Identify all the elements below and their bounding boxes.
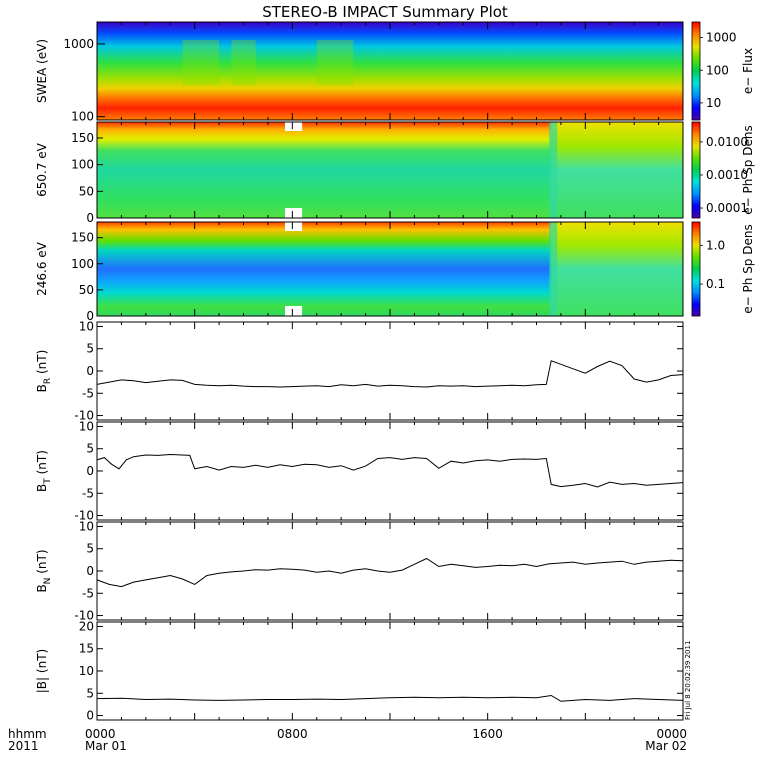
pad650-colorbar-tick-label: 0.0001 — [706, 201, 748, 215]
bt-y-tick-label: -5 — [82, 486, 94, 500]
bmag-y-tick-label: 15 — [79, 642, 94, 656]
swea-colorbar-tick-label: 1000 — [706, 31, 737, 45]
br-y-tick-label: 10 — [79, 319, 94, 333]
br-frame — [96, 321, 684, 421]
pad650-colorbar-tick-label: 0.0100 — [706, 135, 748, 149]
pad246-transition-band — [549, 222, 558, 316]
bt-trace — [96, 453, 684, 488]
bn-y-tick-label: 0 — [86, 564, 94, 578]
br-y-tick-label: 0 — [86, 364, 94, 378]
timestamp-label: Fri Jul 8 20:02:39 2011 — [684, 641, 692, 720]
bmag-trace — [96, 694, 684, 702]
bn-y-tick-label: 5 — [86, 542, 94, 556]
swea-y-tick-label: 100 — [71, 110, 94, 124]
pad246-colorbar-label: e− Ph Sp Dens — [741, 224, 755, 313]
pad246-y-tick-label: 50 — [79, 283, 94, 297]
bn-y-label: BN (nT) — [35, 549, 53, 592]
x-tick-date: Mar 02 — [645, 739, 687, 753]
bn-frame — [96, 521, 684, 621]
pad650-y-tick-label: 150 — [71, 131, 94, 145]
bt-y-tick-label: 10 — [79, 419, 94, 433]
bt-y-tick-label: -10 — [74, 509, 94, 523]
bn-y-tick-label: -5 — [82, 586, 94, 600]
pad650-data-gap — [285, 208, 303, 218]
bmag-y-tick-label: 0 — [86, 709, 94, 723]
bt-panel: -10 -5 0 5 10 BT (nT) — [35, 419, 684, 523]
x-tick-label: 1600 — [472, 727, 503, 741]
br-panel: -10 -5 0 5 10 BR (nT) — [35, 319, 684, 423]
swea-variation — [182, 40, 220, 85]
br-y-tick-label: -5 — [82, 386, 94, 400]
swea-panel: 10 100 1000 e− Flux 100 1000 SWEA (eV) — [35, 21, 755, 124]
pad246-data-gap — [285, 306, 303, 316]
swea-variation — [231, 40, 256, 85]
pad246-y-tick-label: 0 — [86, 309, 94, 323]
x-tick-date: Mar 01 — [85, 739, 127, 753]
bn-panel: -10 -5 0 5 10 BN (nT) — [35, 519, 684, 623]
x-tick-label: 0800 — [277, 727, 308, 741]
pad650-y-tick-label: 0 — [86, 211, 94, 225]
bt-frame — [96, 421, 684, 521]
swea-colorbar-label: e− Flux — [741, 48, 755, 94]
pad650-y-tick-label: 100 — [71, 158, 94, 172]
pad246-colorbar-tick-label: 1.0 — [706, 238, 725, 252]
bmag-panel: 0 5 10 15 20 |B| (nT) — [35, 619, 684, 723]
x-tick-label: 0000 — [656, 727, 687, 741]
plot-title: STEREO-B IMPACT Summary Plot — [262, 3, 508, 21]
bt-y-tick-label: 5 — [86, 442, 94, 456]
bmag-frame — [96, 621, 684, 721]
swea-y-tick-label: 1000 — [63, 37, 94, 51]
swea-colorbar-tick-label: 100 — [706, 63, 729, 77]
time-format-label: hhmm — [8, 727, 47, 741]
pad246-colorbar — [691, 221, 701, 317]
br-y-tick-label: -10 — [74, 409, 94, 423]
pad650-after-transition — [551, 122, 683, 218]
pad650-data-gap — [285, 122, 303, 131]
pad650-colorbar — [691, 121, 701, 219]
br-trace — [96, 360, 684, 388]
bmag-y-tick-label: 5 — [86, 686, 94, 700]
bn-y-tick-label: -10 — [74, 609, 94, 623]
br-y-tick-label: 5 — [86, 342, 94, 356]
pad650-colorbar-tick-label: 0.0010 — [706, 168, 748, 182]
pad246-colorbar-tick-label: 0.1 — [706, 277, 725, 291]
bmag-y-tick-label: 20 — [79, 619, 94, 633]
swea-colorbar-tick-label: 10 — [706, 96, 721, 110]
year-label: 2011 — [8, 739, 39, 753]
br-y-label: BR (nT) — [35, 350, 53, 393]
pad650-y-tick-label: 50 — [79, 184, 94, 198]
bmag-y-tick-label: 10 — [79, 664, 94, 678]
bt-y-label: BT (nT) — [35, 450, 53, 492]
pad246-panel: 0.1 1.0 e− Ph Sp Dens 0 50 100 150 246.6 eV — [35, 221, 755, 323]
swea-y-label: SWEA (eV) — [35, 39, 49, 103]
swea-colorbar — [691, 21, 701, 121]
pad650-transition-band — [549, 122, 558, 218]
bn-trace — [96, 557, 684, 588]
bt-y-tick-label: 0 — [86, 464, 94, 478]
bn-y-tick-label: 10 — [79, 519, 94, 533]
pad246-after-transition — [551, 222, 683, 316]
swea-variation — [316, 40, 354, 85]
pad246-data-gap — [285, 222, 303, 231]
pad650-colorbar-label: e− Ph Sp Dens — [741, 125, 755, 214]
pad246-y-tick-label: 100 — [71, 257, 94, 271]
pad246-y-label: 246.6 eV — [35, 241, 49, 296]
swea-spectrogram — [97, 22, 683, 120]
pad650-y-label: 650.7 eV — [35, 142, 49, 197]
pad246-y-tick-label: 150 — [71, 231, 94, 245]
x-tick-label: 0000 — [85, 727, 116, 741]
bmag-y-label: |B| (nT) — [35, 649, 49, 693]
